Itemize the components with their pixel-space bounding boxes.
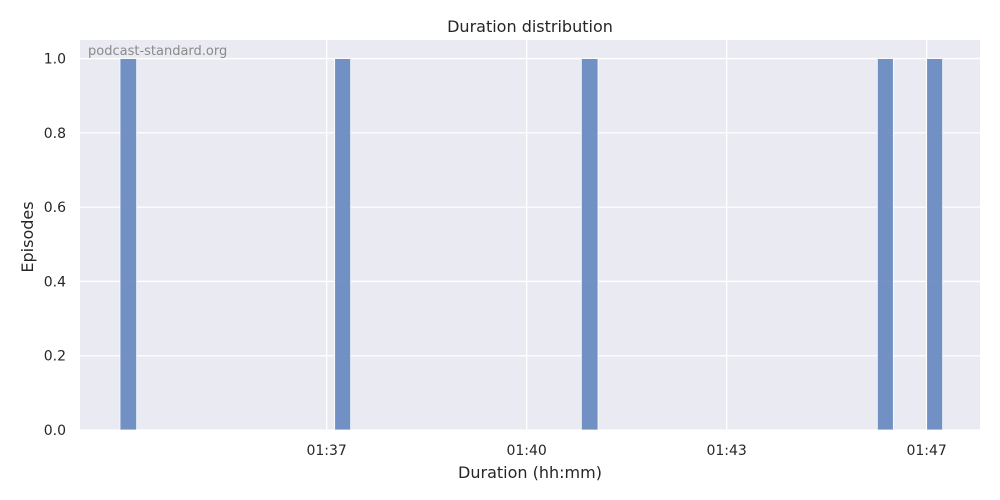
histogram-bar — [119, 58, 138, 431]
histogram-bar — [580, 58, 599, 431]
x-tick-labels: 01:37 01:40 01:43 01:47 — [306, 443, 946, 459]
x-tick-label: 01:43 — [706, 443, 746, 459]
chart-title: Duration distribution — [447, 17, 613, 36]
bars — [119, 58, 944, 431]
x-tick-label: 01:37 — [306, 443, 346, 459]
histogram-bar — [334, 58, 352, 431]
y-tick-label: 0.8 — [44, 126, 66, 142]
y-tick-label: 0.6 — [44, 200, 66, 216]
y-axis-label: Episodes — [18, 201, 37, 272]
y-tick-label: 1.0 — [44, 52, 66, 68]
histogram-bar — [876, 58, 894, 431]
grid-lines — [80, 40, 980, 431]
x-tick-label: 01:40 — [506, 443, 546, 459]
histogram-bar — [926, 58, 944, 431]
x-axis-label: Duration (hh:mm) — [458, 463, 602, 482]
y-tick-label: 0.4 — [44, 274, 66, 290]
watermark: podcast-standard.org — [88, 44, 227, 59]
y-tick-labels: 0.0 0.2 0.4 0.6 0.8 1.0 — [44, 52, 66, 439]
plot-area — [80, 40, 980, 430]
y-tick-label: 0.2 — [44, 349, 66, 365]
x-tick-label: 01:47 — [906, 443, 946, 459]
y-tick-label: 0.0 — [44, 423, 66, 439]
